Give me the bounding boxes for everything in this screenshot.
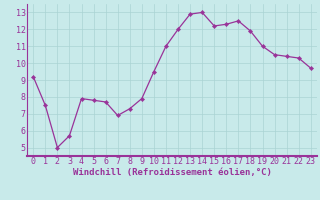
X-axis label: Windchill (Refroidissement éolien,°C): Windchill (Refroidissement éolien,°C): [73, 168, 271, 177]
